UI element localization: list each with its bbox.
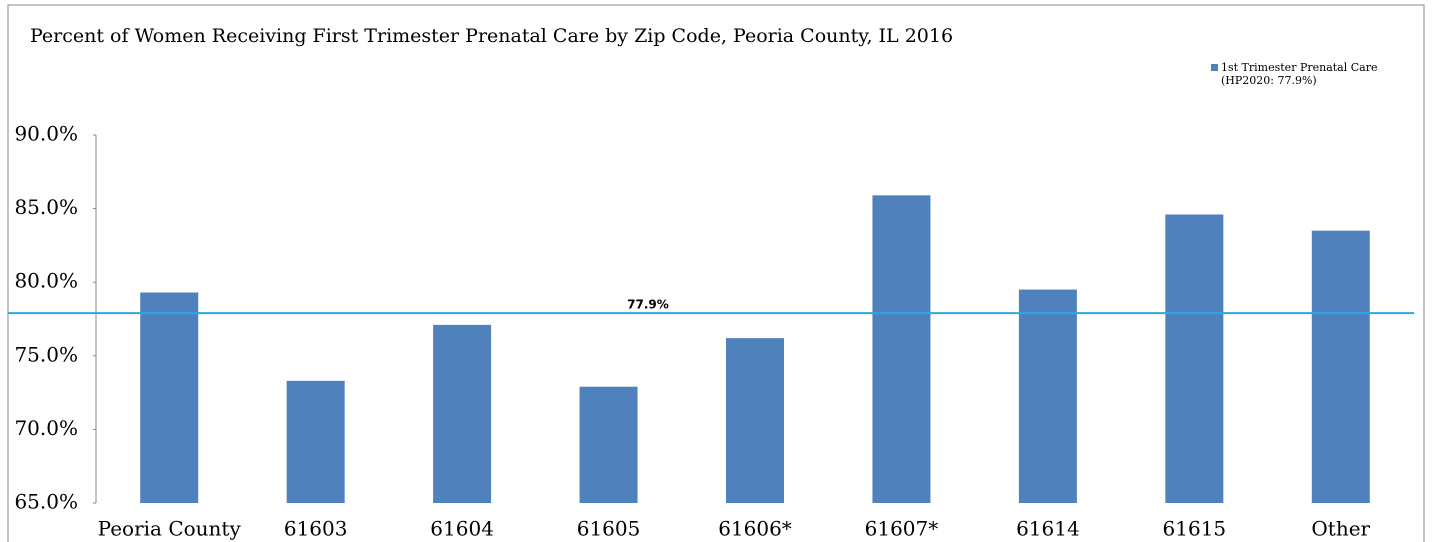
bar [579, 386, 638, 503]
bar [1311, 230, 1370, 503]
y-tick-label: 90.0% [14, 122, 78, 146]
x-tick-label: 61615 [1163, 517, 1227, 541]
bar [433, 324, 492, 503]
x-tick-label: 61607* [865, 517, 939, 541]
x-tick-label: 61606* [718, 517, 792, 541]
y-tick-label: 65.0% [14, 490, 78, 514]
y-tick-label: 75.0% [14, 342, 78, 366]
x-tick-label: 61614 [1016, 517, 1080, 541]
x-tick-label: 61605 [577, 517, 641, 541]
bar [1165, 214, 1224, 503]
legend-label: 1st Trimester Prenatal Care (HP2020: 77.… [1221, 61, 1378, 87]
chart-title: Percent of Women Receiving First Trimest… [30, 25, 953, 47]
y-tick-label: 85.0% [14, 195, 78, 219]
bar [286, 380, 345, 503]
y-tick-label: 80.0% [14, 269, 78, 293]
bar [872, 195, 931, 504]
x-tick-label: 61603 [284, 517, 348, 541]
x-tick-label: 61604 [430, 517, 494, 541]
legend-swatch [1211, 64, 1218, 71]
reference-label: 77.9% [627, 298, 669, 312]
x-tick-label: Other [1311, 517, 1370, 541]
x-tick-label: Peoria County [98, 517, 242, 541]
bar [1018, 289, 1077, 503]
bar [140, 292, 199, 503]
bar [726, 338, 784, 503]
y-tick-label: 70.0% [14, 416, 78, 440]
